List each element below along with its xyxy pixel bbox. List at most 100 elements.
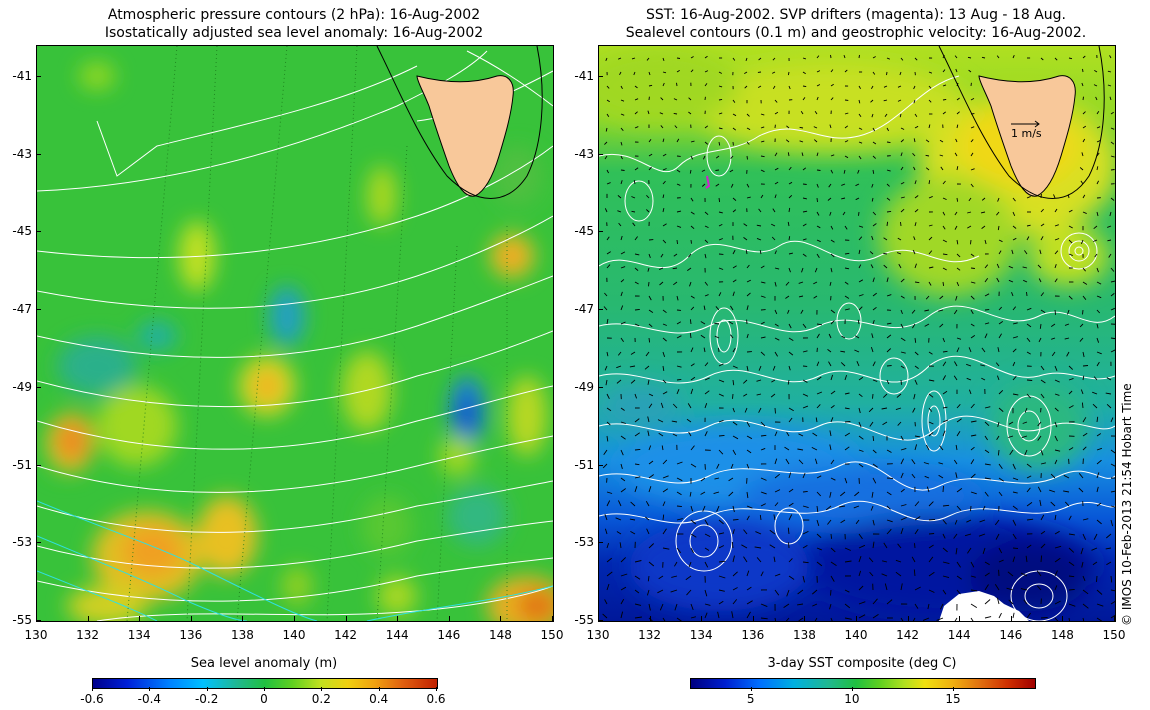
velocity-vector	[732, 393, 734, 399]
velocity-vector	[1096, 211, 1099, 217]
velocity-vector	[964, 533, 972, 537]
velocity-vector	[927, 603, 930, 610]
velocity-vector	[746, 155, 748, 160]
velocity-vector	[1110, 614, 1115, 619]
velocity-vector	[633, 180, 636, 185]
velocity-vector	[870, 346, 874, 353]
velocity-vector	[872, 614, 879, 619]
velocity-vector	[883, 85, 888, 88]
velocity-vector	[648, 323, 653, 328]
velocity-vector	[772, 208, 776, 213]
velocity-vector	[603, 306, 608, 311]
velocity-vector	[1037, 435, 1042, 441]
velocity-vector	[732, 99, 736, 103]
velocity-vector	[956, 418, 962, 423]
velocity-vector	[756, 379, 762, 382]
velocity-vector	[648, 337, 651, 343]
velocity-vector	[816, 547, 822, 551]
velocity-vector	[802, 183, 807, 185]
velocity-vector	[928, 351, 933, 355]
velocity-vector	[1036, 570, 1042, 577]
velocity-vector	[704, 362, 709, 367]
velocity-vector	[690, 197, 694, 202]
velocity-vector	[718, 545, 725, 549]
velocity-vector	[1054, 393, 1060, 396]
velocity-vector	[715, 306, 720, 311]
velocity-vector	[760, 351, 766, 356]
velocity-vector	[1096, 617, 1103, 621]
velocity-vector	[659, 603, 664, 611]
velocity-vector	[670, 589, 678, 593]
velocity-vector	[760, 265, 765, 269]
velocity-vector	[900, 458, 905, 465]
velocity-vector	[970, 323, 975, 327]
left-y-tick-mark	[36, 464, 41, 466]
right-panel-title: SST: 16-Aug-2002. SVP drifters (magenta)…	[598, 6, 1114, 42]
velocity-vector	[662, 153, 667, 157]
velocity-vector	[1082, 575, 1086, 581]
velocity-vector	[998, 321, 1004, 325]
velocity-vector	[881, 560, 888, 563]
velocity-vector	[634, 85, 638, 89]
velocity-vector	[760, 113, 765, 116]
velocity-vector	[1012, 55, 1015, 59]
velocity-vector	[858, 570, 862, 577]
velocity-vector	[844, 374, 848, 381]
velocity-vector	[984, 572, 990, 577]
velocity-vector	[883, 252, 888, 255]
velocity-vector	[802, 405, 809, 409]
velocity-vector	[1110, 111, 1114, 115]
velocity-vector	[854, 349, 860, 353]
velocity-vector	[620, 337, 624, 342]
velocity-vector	[1054, 545, 1062, 549]
velocity-vector	[886, 365, 892, 367]
velocity-vector	[956, 561, 961, 568]
right-x-tick-label: 136	[741, 628, 765, 642]
velocity-vector	[704, 390, 710, 395]
velocity-vector	[798, 459, 804, 465]
velocity-vector	[872, 211, 877, 216]
velocity-vector	[928, 85, 932, 89]
velocity-vector	[619, 542, 622, 549]
velocity-vector	[1110, 127, 1115, 130]
velocity-vector	[718, 347, 720, 353]
velocity-vector	[755, 531, 762, 535]
velocity-vector	[732, 505, 735, 513]
velocity-vector	[673, 98, 678, 101]
velocity-vector	[633, 71, 636, 76]
velocity-vector	[912, 152, 916, 157]
velocity-vector	[688, 111, 692, 115]
velocity-vector	[816, 391, 823, 395]
velocity-vector	[1081, 561, 1084, 568]
velocity-vector	[788, 558, 793, 563]
velocity-vector	[997, 197, 1000, 202]
velocity-vector	[914, 222, 917, 227]
velocity-vector	[942, 519, 947, 525]
velocity-vector	[830, 547, 836, 553]
velocity-vector	[715, 169, 720, 171]
velocity-vector	[900, 127, 905, 130]
velocity-vector	[956, 197, 959, 202]
velocity-vector	[1094, 253, 1098, 258]
velocity-vector	[827, 519, 832, 525]
velocity-vector	[830, 69, 834, 73]
velocity-vector	[858, 463, 864, 468]
velocity-vector	[858, 393, 863, 398]
left-x-tick-mark	[36, 616, 37, 621]
velocity-vector	[1082, 603, 1089, 609]
velocity-vector	[886, 210, 892, 213]
velocity-vector	[984, 584, 989, 591]
velocity-vector	[923, 462, 930, 465]
velocity-vector	[1040, 530, 1046, 535]
velocity-vector	[813, 295, 818, 299]
left-x-tick-mark	[139, 616, 141, 621]
velocity-vector	[1082, 446, 1087, 451]
right-x-tick-label: 130	[586, 628, 610, 642]
sea-level-anomaly-field	[37, 46, 553, 621]
velocity-vector	[769, 529, 776, 535]
velocity-vector	[914, 209, 919, 213]
velocity-vector	[704, 589, 708, 597]
velocity-vector	[886, 528, 892, 535]
left-x-tick-mark	[87, 616, 89, 621]
velocity-vector	[1006, 587, 1014, 591]
